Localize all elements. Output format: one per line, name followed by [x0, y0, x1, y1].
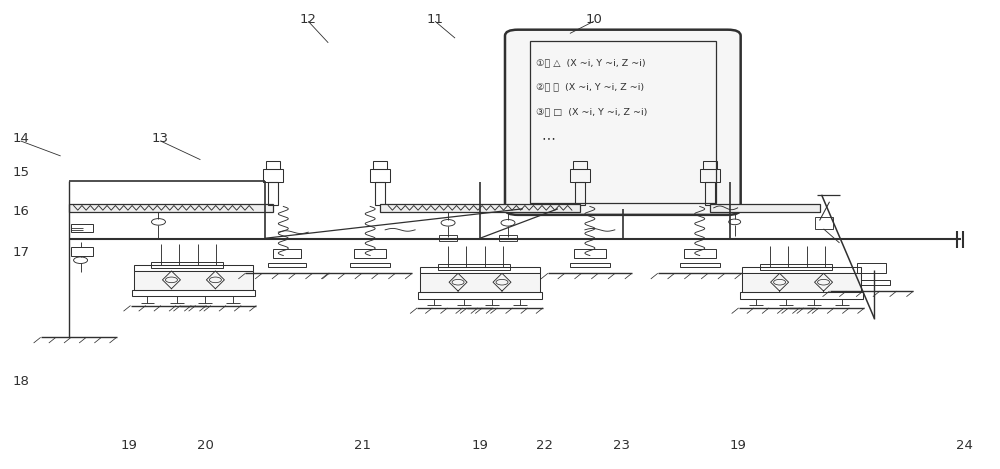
Text: 22: 22 [536, 439, 553, 453]
Bar [680, 263, 720, 267]
Text: 12: 12 [300, 13, 317, 26]
Text: 10: 10 [585, 13, 602, 26]
Text: 20: 20 [197, 439, 214, 453]
Bar [703, 161, 717, 168]
Text: 16: 16 [12, 204, 29, 218]
Text: 15: 15 [12, 166, 29, 179]
Text: ①、 △  (X ~i, Y ~i, Z ~i): ①、 △ (X ~i, Y ~i, Z ~i) [536, 58, 646, 67]
Bar [71, 247, 93, 256]
Bar [570, 168, 590, 182]
Bar [268, 182, 278, 205]
Text: 17: 17 [12, 246, 29, 259]
Bar [420, 267, 540, 273]
Text: 24: 24 [956, 439, 973, 453]
Bar [742, 267, 861, 273]
Bar [151, 262, 223, 268]
Bar [684, 250, 716, 258]
Text: ⋯: ⋯ [541, 132, 555, 146]
Bar [268, 263, 306, 267]
Bar [354, 250, 386, 258]
Bar [574, 250, 606, 258]
Bar [375, 182, 385, 205]
Bar [71, 224, 93, 232]
Bar [263, 168, 283, 182]
Text: 21: 21 [354, 439, 371, 453]
Bar [420, 273, 540, 292]
Bar [380, 204, 580, 212]
Bar [700, 168, 720, 182]
Bar [710, 204, 820, 212]
Bar [815, 217, 833, 229]
Bar [266, 161, 280, 168]
Text: 19: 19 [472, 439, 488, 453]
Bar [134, 271, 253, 290]
Bar [575, 182, 585, 205]
Bar [69, 204, 273, 212]
Bar [273, 250, 301, 258]
Text: 19: 19 [120, 439, 137, 453]
Bar [742, 273, 861, 292]
Bar [573, 161, 587, 168]
Text: 18: 18 [12, 375, 29, 388]
Bar [418, 292, 542, 299]
Bar [740, 292, 863, 299]
Bar [439, 235, 457, 241]
Bar [134, 265, 253, 271]
Bar [132, 290, 255, 296]
Text: 11: 11 [427, 13, 444, 26]
Text: ②、 ⼃  (X ~i, Y ~i, Z ~i): ②、 ⼃ (X ~i, Y ~i, Z ~i) [536, 83, 644, 91]
Text: ③、 □  (X ~i, Y ~i, Z ~i): ③、 □ (X ~i, Y ~i, Z ~i) [536, 107, 647, 116]
Bar [853, 280, 890, 285]
Text: 23: 23 [613, 439, 630, 453]
Bar [530, 41, 716, 203]
FancyBboxPatch shape [505, 30, 741, 215]
Bar [499, 235, 517, 241]
Bar [857, 263, 886, 273]
Bar [373, 161, 387, 168]
Text: 14: 14 [12, 132, 29, 145]
Bar [350, 263, 390, 267]
Bar [705, 182, 715, 205]
Bar [570, 263, 610, 267]
Bar [438, 265, 510, 270]
Bar [370, 168, 390, 182]
Text: 13: 13 [152, 132, 169, 145]
Bar [760, 265, 832, 270]
Text: 19: 19 [729, 439, 746, 453]
